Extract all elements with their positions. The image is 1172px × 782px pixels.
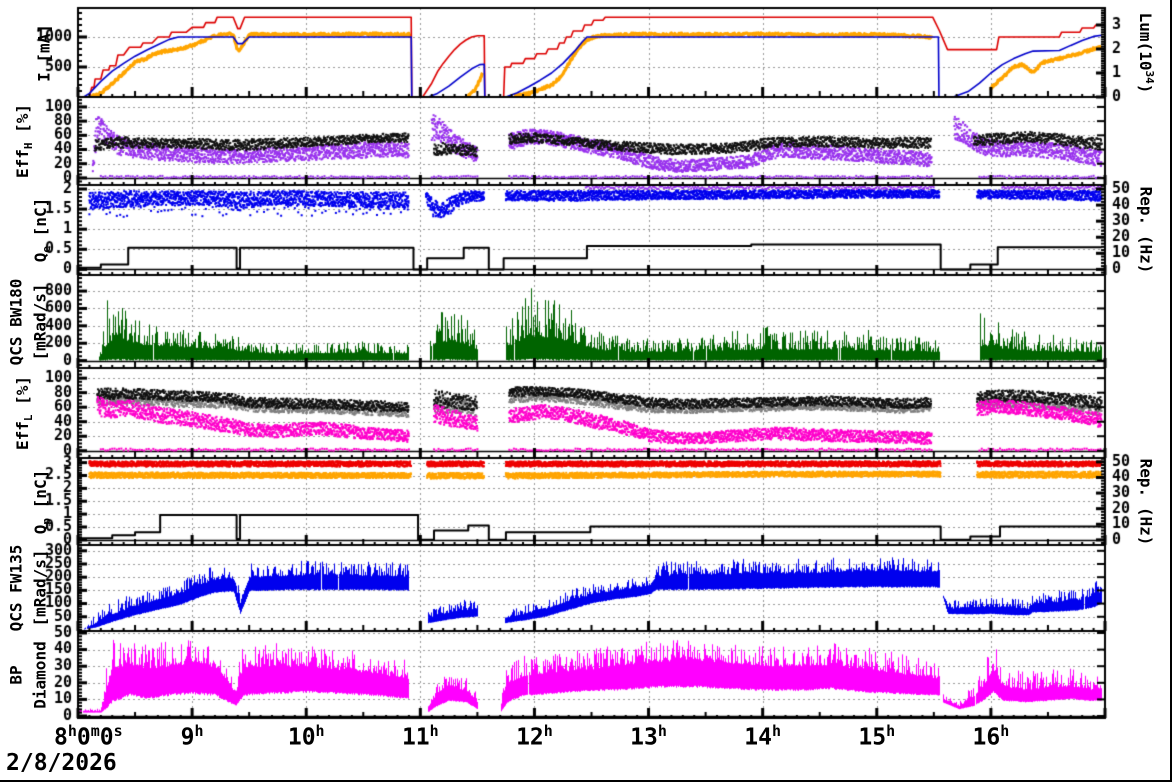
date-label: 2/8/2026: [6, 750, 117, 776]
window-border-right: [1170, 0, 1172, 782]
window-border-bottom: [0, 780, 1172, 782]
